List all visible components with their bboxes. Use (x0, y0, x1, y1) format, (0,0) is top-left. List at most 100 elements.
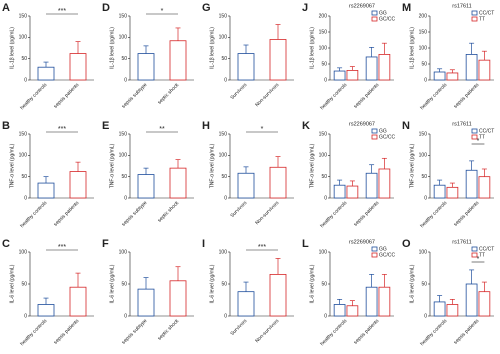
x-tick-label: Non-survivors (254, 82, 280, 108)
y-tick-label: 0 (124, 77, 127, 83)
y-tick-label: 50 (321, 61, 327, 67)
bar (269, 39, 287, 81)
y-tick-label: 150 (19, 131, 28, 137)
bar (346, 185, 359, 199)
legend-swatch (371, 246, 378, 252)
x-tick-label: sepsis subtype (121, 82, 149, 110)
y-tick-label: 150 (19, 13, 28, 19)
x-tick-label: septic shock (157, 200, 181, 224)
bar (37, 182, 55, 199)
x-tick-label: sepsis patients (353, 318, 381, 346)
bar (37, 304, 55, 317)
y-tick-label: 50 (221, 56, 227, 62)
legend-swatch (471, 16, 478, 22)
y-tick-label: 50 (221, 174, 227, 180)
panel-letter: N (402, 120, 410, 132)
bar (69, 53, 87, 81)
legend-label: CC/CT (479, 246, 494, 252)
y-tick-label: 100 (319, 45, 328, 51)
bar (465, 169, 478, 199)
bar (446, 186, 459, 199)
x-tick-label: Survivors (229, 318, 248, 337)
bar (37, 66, 55, 81)
legend-label: GG (379, 128, 387, 134)
bar (137, 53, 155, 81)
panel-letter: L (302, 238, 309, 250)
y-axis-label: IL-1β level (pg/mL) (109, 27, 115, 69)
y-axis-label: TNF-α level (pg/mL) (409, 143, 415, 188)
y-tick-label: 100 (19, 249, 28, 255)
panel-letter: G (202, 2, 211, 14)
y-tick-label: 100 (19, 153, 28, 159)
y-tick-label: 100 (19, 35, 28, 41)
y-tick-label: 100 (419, 153, 428, 159)
y-tick-label: 50 (221, 281, 227, 287)
legend-label: GC/CC (379, 134, 396, 140)
x-tick-label: sepsis patients (53, 200, 81, 228)
bar (346, 305, 359, 317)
y-tick-label: 150 (219, 13, 228, 19)
y-tick-label: 0 (424, 195, 427, 201)
y-tick-label: 0 (224, 77, 227, 83)
y-tick-label: 50 (121, 174, 127, 180)
x-tick-label: Non-survivors (254, 200, 280, 226)
y-tick-label: 100 (119, 35, 128, 41)
significance: ** (159, 126, 165, 133)
bar (333, 184, 346, 199)
bar (137, 174, 155, 199)
y-tick-label: 100 (219, 249, 228, 255)
legend-swatch (371, 252, 378, 258)
y-tick-label: 50 (21, 281, 27, 287)
legend-swatch (371, 16, 378, 22)
bar (333, 304, 346, 317)
y-tick-label: 0 (424, 313, 427, 319)
bar (433, 184, 446, 199)
y-tick-label: 100 (119, 249, 128, 255)
significance: * (477, 256, 480, 263)
y-tick-label: 0 (324, 77, 327, 83)
x-tick-label: healthy controls (19, 82, 48, 111)
panel-title: rs17611 (452, 121, 471, 127)
legend-swatch (471, 246, 478, 252)
legend-swatch (371, 134, 378, 140)
y-tick-label: 0 (224, 195, 227, 201)
legend-label: TT (479, 16, 485, 22)
significance: * (261, 126, 264, 133)
x-tick-label: Survivors (229, 200, 248, 219)
bar (269, 273, 287, 317)
significance: * (477, 138, 480, 145)
y-tick-label: 50 (421, 281, 427, 287)
legend-swatch (471, 10, 478, 16)
bar (465, 283, 478, 317)
bar (237, 172, 255, 199)
x-tick-label: septic shock (157, 82, 181, 106)
panel-letter: J (302, 2, 308, 14)
legend-swatch (471, 134, 478, 140)
x-tick-label: sepsis patients (53, 82, 81, 110)
legend-label: TT (479, 134, 485, 140)
bar (378, 54, 391, 81)
x-tick-label: healthy controls (419, 82, 448, 111)
legend-label: CC/CT (479, 10, 494, 16)
x-tick-label: sepsis patients (53, 318, 81, 346)
y-axis-label: IL-6 level (pg/mL) (9, 264, 15, 303)
significance: *** (258, 244, 266, 251)
y-tick-label: 50 (421, 61, 427, 67)
bar (446, 304, 459, 317)
y-tick-label: 150 (319, 29, 328, 35)
x-tick-label: healthy controls (419, 318, 448, 347)
panel-letter: C (2, 238, 10, 250)
legend-label: TT (479, 252, 485, 258)
panel-title: rs17611 (452, 3, 471, 9)
legend-label: GG (379, 246, 387, 252)
y-tick-label: 0 (24, 313, 27, 319)
y-tick-label: 100 (419, 249, 428, 255)
bar (137, 288, 155, 317)
y-tick-label: 50 (21, 56, 27, 62)
y-tick-label: 200 (419, 13, 428, 19)
y-tick-label: 200 (319, 13, 328, 19)
bar (365, 56, 378, 81)
bar (465, 54, 478, 81)
panel-title: rs17611 (452, 239, 471, 245)
